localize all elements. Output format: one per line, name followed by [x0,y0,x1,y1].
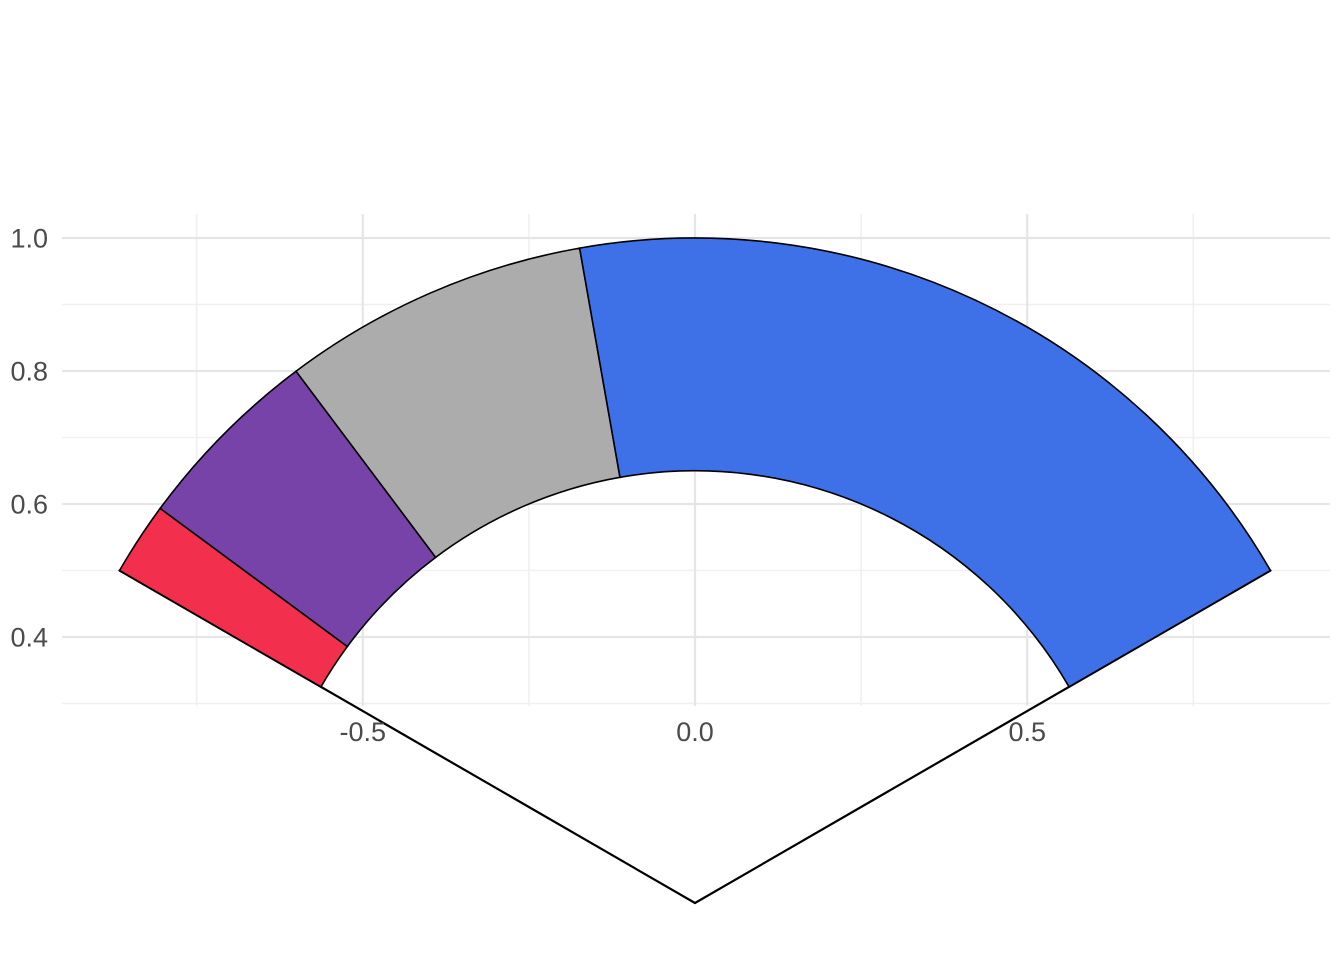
x-tick-label: 0.5 [1008,717,1046,747]
y-tick-label: 0.6 [10,490,48,520]
y-tick-label: 0.4 [10,623,48,653]
y-tick-label: 0.8 [10,357,48,387]
y-tick-label: 1.0 [10,224,48,254]
x-tick-label: 0.0 [676,717,714,747]
wedge-blue [578,237,1272,688]
x-tick-label: -0.5 [339,717,386,747]
